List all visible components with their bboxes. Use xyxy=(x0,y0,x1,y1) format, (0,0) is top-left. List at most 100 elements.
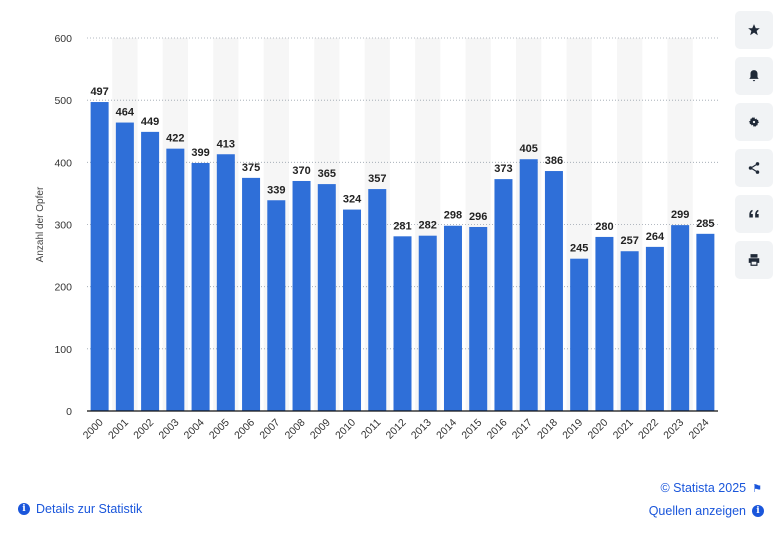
bar xyxy=(343,209,362,411)
bar xyxy=(141,131,160,411)
x-tick-label: 2024 xyxy=(686,417,711,442)
bar xyxy=(216,154,235,412)
details-label: Details zur Statistik xyxy=(36,502,143,516)
x-tick-label: 2019 xyxy=(560,417,585,442)
y-tick-label: 500 xyxy=(54,95,72,107)
data-label: 399 xyxy=(191,147,209,159)
bell-icon xyxy=(749,70,759,82)
data-label: 296 xyxy=(469,211,487,223)
copyright-link[interactable]: © Statista 2025 ⚑ xyxy=(660,481,762,495)
x-tick-label: 2004 xyxy=(182,417,207,442)
star-icon xyxy=(748,24,760,36)
data-label: 264 xyxy=(646,231,665,243)
sources-label: Quellen anzeigen xyxy=(648,504,746,518)
x-tick-label: 2013 xyxy=(409,417,434,442)
bar xyxy=(90,102,109,411)
bar xyxy=(115,122,134,412)
info-icon: i xyxy=(752,505,764,517)
details-link[interactable]: i Details zur Statistik xyxy=(18,502,142,516)
bar xyxy=(191,162,210,411)
bar xyxy=(620,251,639,411)
x-tick-label: 2005 xyxy=(207,417,232,442)
data-label: 299 xyxy=(671,209,689,221)
x-tick-label: 2021 xyxy=(611,417,636,442)
bar xyxy=(242,177,261,411)
y-tick-label: 200 xyxy=(54,282,72,294)
copyright-text: © Statista 2025 xyxy=(660,481,747,495)
data-label: 257 xyxy=(620,235,638,247)
data-label: 497 xyxy=(90,86,108,98)
y-tick-label: 400 xyxy=(54,157,72,169)
x-tick-label: 2003 xyxy=(156,417,181,442)
x-tick-label: 2015 xyxy=(459,417,484,442)
x-tick-label: 2014 xyxy=(434,417,459,442)
bar xyxy=(645,246,664,411)
bar xyxy=(292,180,311,411)
data-label: 449 xyxy=(141,116,159,128)
bar xyxy=(469,226,488,411)
flag-icon: ⚑ xyxy=(752,482,762,495)
share-icon xyxy=(748,162,760,174)
data-label: 422 xyxy=(166,133,184,145)
x-tick-label: 2009 xyxy=(308,417,333,442)
x-tick-label: 2006 xyxy=(232,417,257,442)
sources-link[interactable]: Quellen anzeigen i xyxy=(649,504,764,518)
print-button[interactable] xyxy=(735,241,773,279)
y-tick-label: 0 xyxy=(66,406,72,418)
info-icon: i xyxy=(18,503,30,515)
x-tick-label: 2011 xyxy=(359,417,384,442)
data-label: 357 xyxy=(368,173,386,185)
x-tick-label: 2017 xyxy=(510,417,535,442)
x-tick-label: 2016 xyxy=(485,417,510,442)
y-tick-label: 600 xyxy=(54,33,72,45)
x-tick-label: 2023 xyxy=(661,417,686,442)
x-tick-label: 2020 xyxy=(586,417,611,442)
x-tick-label: 2010 xyxy=(333,417,358,442)
cite-button[interactable] xyxy=(735,195,773,233)
x-tick-label: 2000 xyxy=(81,417,106,442)
bar xyxy=(443,225,462,411)
x-tick-label: 2007 xyxy=(257,417,282,442)
gear-icon xyxy=(748,116,760,128)
bar xyxy=(317,184,336,411)
data-label: 375 xyxy=(242,162,260,174)
x-tick-label: 2001 xyxy=(106,417,131,442)
bar xyxy=(418,235,437,411)
bar-chart: 0 100 200 300 400 500 600 Anzahl der Opfer 497 20… xyxy=(35,33,718,442)
data-label: 285 xyxy=(696,218,714,230)
print-icon xyxy=(748,254,760,266)
bar xyxy=(696,233,715,411)
x-tick-label: 2008 xyxy=(283,417,308,442)
x-tick-label: 2022 xyxy=(636,417,661,442)
quote-icon xyxy=(749,209,759,218)
y-tick-label: 300 xyxy=(54,220,72,232)
data-label: 405 xyxy=(520,143,538,155)
x-tick-label: 2012 xyxy=(384,417,409,442)
data-label: 339 xyxy=(267,184,285,196)
data-label: 298 xyxy=(444,210,462,222)
bar xyxy=(494,179,513,411)
data-label: 413 xyxy=(217,138,235,150)
data-label: 282 xyxy=(419,220,437,232)
data-label: 370 xyxy=(292,165,310,177)
data-label: 324 xyxy=(343,194,362,206)
data-label: 280 xyxy=(595,221,613,233)
bar xyxy=(570,258,589,411)
bar xyxy=(368,189,387,411)
bar xyxy=(267,200,286,411)
favorite-button[interactable] xyxy=(735,11,773,49)
data-label: 373 xyxy=(494,163,512,175)
x-tick-label: 2018 xyxy=(535,417,560,442)
toolbar xyxy=(735,11,773,287)
settings-button[interactable] xyxy=(735,103,773,141)
data-label: 365 xyxy=(318,168,336,180)
data-label: 464 xyxy=(116,107,135,119)
bar xyxy=(671,225,690,411)
share-button[interactable] xyxy=(735,149,773,187)
data-label: 386 xyxy=(545,155,563,167)
bar xyxy=(393,236,412,411)
bar xyxy=(166,148,185,411)
bar xyxy=(544,171,563,411)
y-tick-label: 100 xyxy=(54,344,72,356)
notification-button[interactable] xyxy=(735,57,773,95)
